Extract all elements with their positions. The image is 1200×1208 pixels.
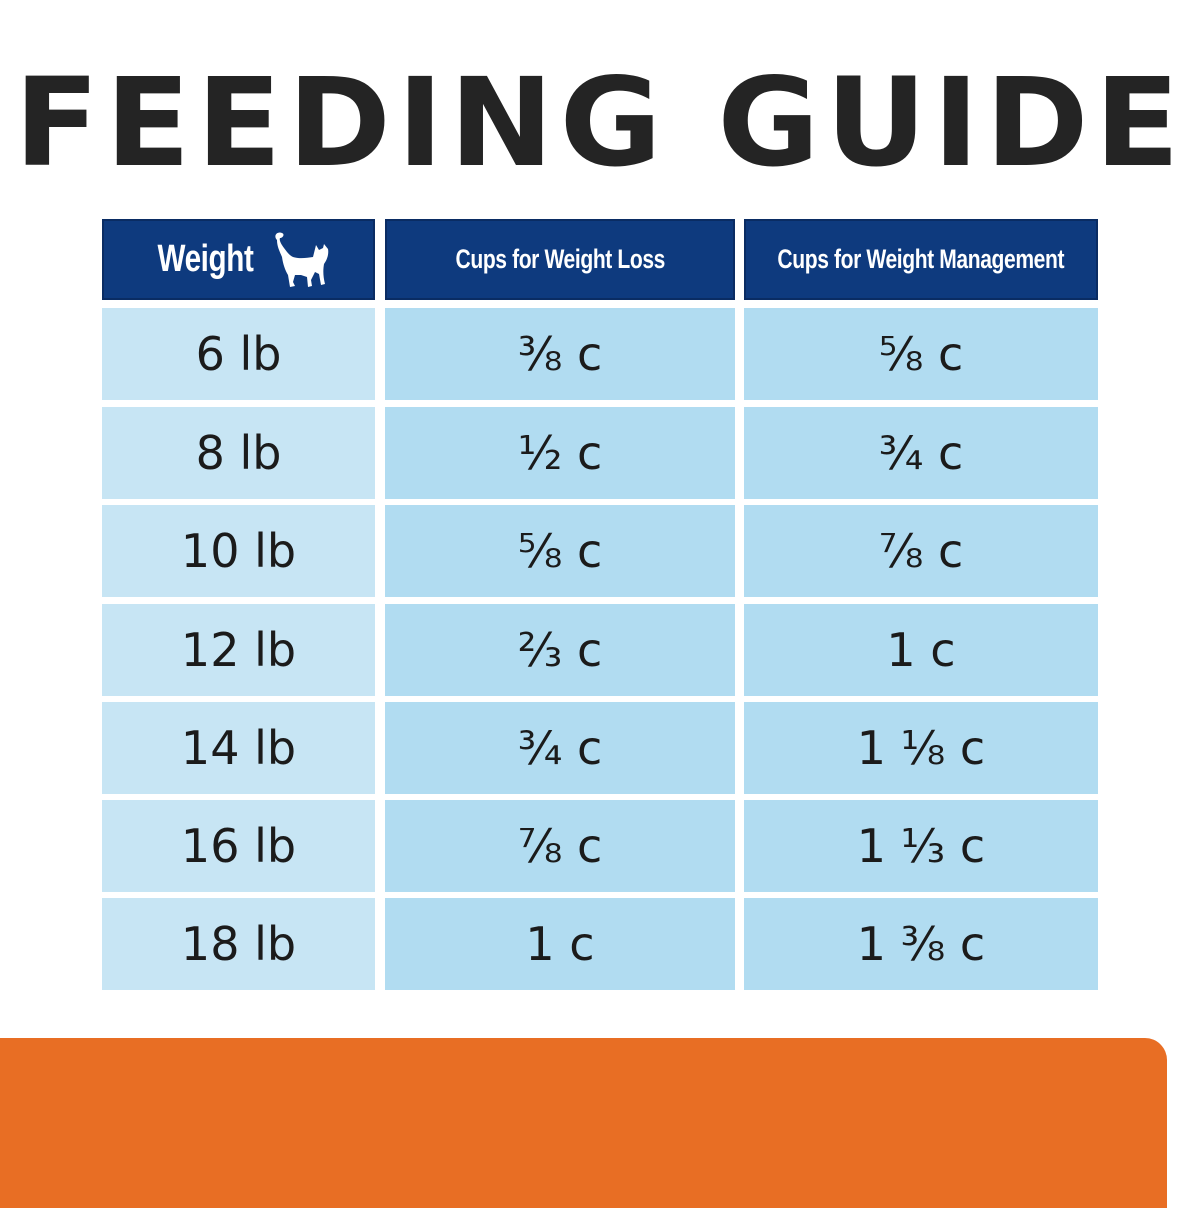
- weight-cell: 12 lb: [102, 604, 375, 696]
- weight-cell: 10 lb: [102, 505, 375, 597]
- weight-management-cell: ⅝ c: [744, 308, 1098, 400]
- table-row: 8 lb ½ c ¾ c: [102, 407, 1098, 499]
- weight-management-cell: 1 ⅛ c: [744, 702, 1098, 794]
- weight-loss-cell: ½ c: [385, 407, 735, 499]
- table-row: 12 lb ⅔ c 1 c: [102, 604, 1098, 696]
- weight-cell: 18 lb: [102, 898, 375, 990]
- table-row: 6 lb ⅜ c ⅝ c: [102, 308, 1098, 400]
- weight-cell: 6 lb: [102, 308, 375, 400]
- weight-management-cell: 1 ⅓ c: [744, 800, 1098, 892]
- weight-management-cell: 1 c: [744, 604, 1098, 696]
- table-row: 10 lb ⅝ c ⅞ c: [102, 505, 1098, 597]
- header-cups-weight-loss: Cups for Weight Loss: [385, 219, 735, 300]
- cat-silhouette-icon: [275, 232, 329, 287]
- table-row: 16 lb ⅞ c 1 ⅓ c: [102, 800, 1098, 892]
- weight-loss-cell: 1 c: [385, 898, 735, 990]
- table-row: 18 lb 1 c 1 ⅜ c: [102, 898, 1098, 990]
- weight-loss-cell: ¾ c: [385, 702, 735, 794]
- weight-management-cell: ⅞ c: [744, 505, 1098, 597]
- header-cups-weight-management: Cups for Weight Management: [744, 219, 1098, 300]
- table-row: 14 lb ¾ c 1 ⅛ c: [102, 702, 1098, 794]
- weight-cell: 16 lb: [102, 800, 375, 892]
- weight-loss-cell: ⅝ c: [385, 505, 735, 597]
- orange-accent-block: [0, 1038, 1167, 1208]
- weight-loss-cell: ⅞ c: [385, 800, 735, 892]
- table-header: Weight Cups for Weight Loss Cups for Wei…: [102, 219, 1098, 300]
- weight-management-cell: ¾ c: [744, 407, 1098, 499]
- weight-loss-cell: ⅔ c: [385, 604, 735, 696]
- header-weight-label: Weight: [157, 238, 254, 280]
- weight-cell: 14 lb: [102, 702, 375, 794]
- weight-loss-cell: ⅜ c: [385, 308, 735, 400]
- page-title: FEEDING GUIDE: [14, 52, 1186, 194]
- weight-cell: 8 lb: [102, 407, 375, 499]
- header-weight: Weight: [102, 219, 375, 300]
- weight-management-cell: 1 ⅜ c: [744, 898, 1098, 990]
